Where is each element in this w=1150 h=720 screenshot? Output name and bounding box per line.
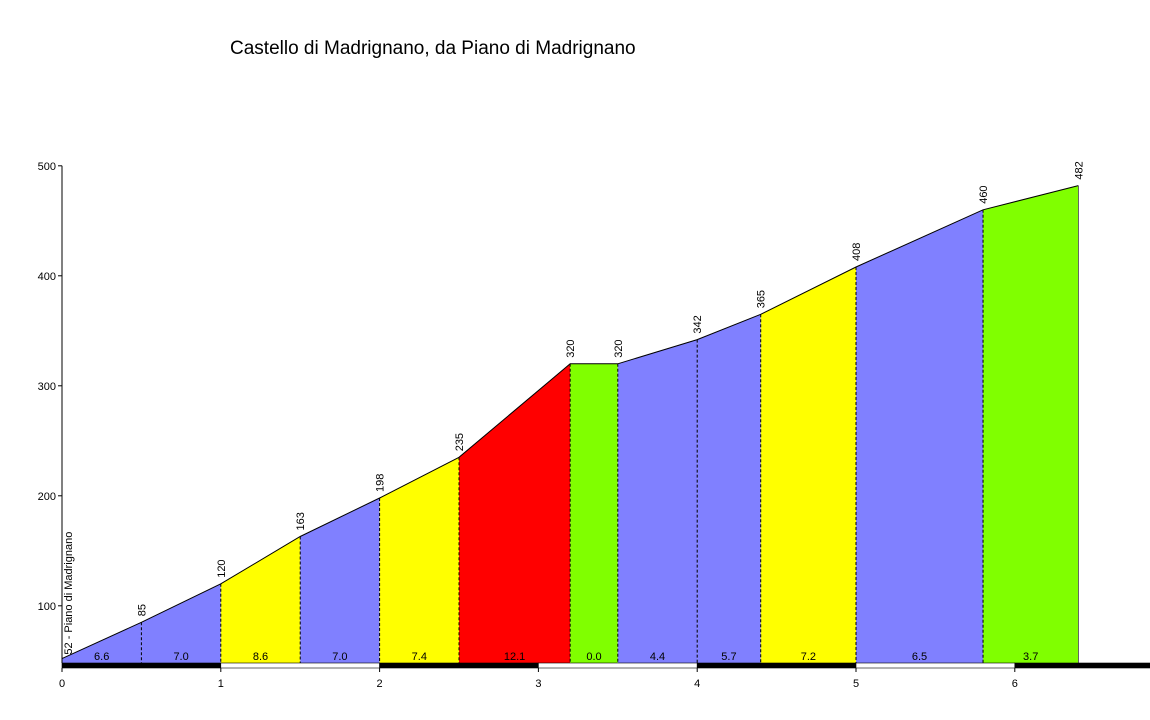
gradient-label: 7.4 xyxy=(412,651,427,663)
profile-polyline xyxy=(61,185,1079,660)
distance-bar-segment xyxy=(61,662,222,669)
x-tick-label: 3 xyxy=(535,678,541,690)
x-tick-label: 5 xyxy=(853,678,859,690)
gradient-segment xyxy=(141,583,221,663)
chart-title: Castello di Madrignano, da Piano di Madr… xyxy=(230,38,636,59)
gradient-segment xyxy=(617,339,698,663)
gradient-label: 8.6 xyxy=(253,651,268,663)
gradient-label: 7.0 xyxy=(332,651,347,663)
distance-bar-segment xyxy=(855,662,1016,669)
gradient-segment xyxy=(300,498,380,663)
y-tick-label: 400 xyxy=(38,271,56,283)
distance-bar-segment xyxy=(696,662,857,669)
elevation-label: 163 xyxy=(295,512,307,530)
y-tick-label: 500 xyxy=(38,161,56,173)
elevation-label: 408 xyxy=(851,243,863,261)
elevation-label: 342 xyxy=(692,315,704,333)
axes: 100 200 300 400 500 0 1 2 3 4 5 6 xyxy=(38,161,1150,690)
y-tick-label: 300 xyxy=(38,381,56,393)
gradient-segment xyxy=(379,457,459,663)
gradient-label: 5.7 xyxy=(721,651,736,663)
distance-bar-segment xyxy=(1014,662,1150,669)
elevation-label: 320 xyxy=(613,339,625,357)
gradient-label: 7.0 xyxy=(173,651,188,663)
elevation-label: 85 xyxy=(136,604,148,616)
y-tick-label: 100 xyxy=(38,601,56,613)
gradient-label: 6.5 xyxy=(912,651,927,663)
start-point-label: 52 - Piano di Madrignano xyxy=(63,532,75,655)
distance-bar-segment xyxy=(538,662,698,669)
elevation-label: 320 xyxy=(565,339,577,357)
distance-bar-segment xyxy=(379,662,539,669)
profile-line xyxy=(61,185,1079,660)
gradient-segment xyxy=(697,314,761,663)
elevation-label: 235 xyxy=(454,433,466,451)
x-tick-label: 0 xyxy=(59,678,65,690)
elevation-label: 482 xyxy=(1073,161,1085,179)
elevation-label: 460 xyxy=(978,185,990,203)
gradient-label: 6.6 xyxy=(94,651,109,663)
x-tick-label: 1 xyxy=(218,678,224,690)
gradient-segment xyxy=(459,363,571,663)
gradient-label: 4.4 xyxy=(650,651,665,663)
gradient-segment xyxy=(760,267,856,663)
x-tick-label: 6 xyxy=(1012,678,1018,690)
gradient-label: 3.7 xyxy=(1023,651,1038,663)
distance-bar-segment xyxy=(220,662,380,669)
gradient-labels: 6.6 7.0 8.6 7.0 7.4 12.1 0.0 4.4 5.7 7.2 6.5 3.7 xyxy=(94,651,1038,663)
gradient-segment xyxy=(220,536,301,663)
gradient-segment xyxy=(570,363,618,663)
y-tick-label: 200 xyxy=(38,491,56,503)
gradient-segment xyxy=(62,622,142,663)
gradient-segment xyxy=(856,209,984,664)
gradient-segments xyxy=(62,185,1079,664)
elevation-label: 120 xyxy=(216,559,228,577)
elevation-label: 198 xyxy=(375,474,387,492)
segment-dividers xyxy=(140,185,1079,663)
gradient-segment xyxy=(983,185,1079,663)
x-tick-label: 2 xyxy=(377,678,383,690)
x-tick-label: 4 xyxy=(694,678,700,690)
gradient-label: 12.1 xyxy=(504,651,525,663)
elevation-label: 365 xyxy=(756,290,768,308)
elevation-labels: 85 120 163 198 235 320 320 342 365 408 460 482 52 - … xyxy=(63,161,1085,654)
gradient-label: 0.0 xyxy=(586,651,601,663)
gradient-label: 7.2 xyxy=(801,651,816,663)
